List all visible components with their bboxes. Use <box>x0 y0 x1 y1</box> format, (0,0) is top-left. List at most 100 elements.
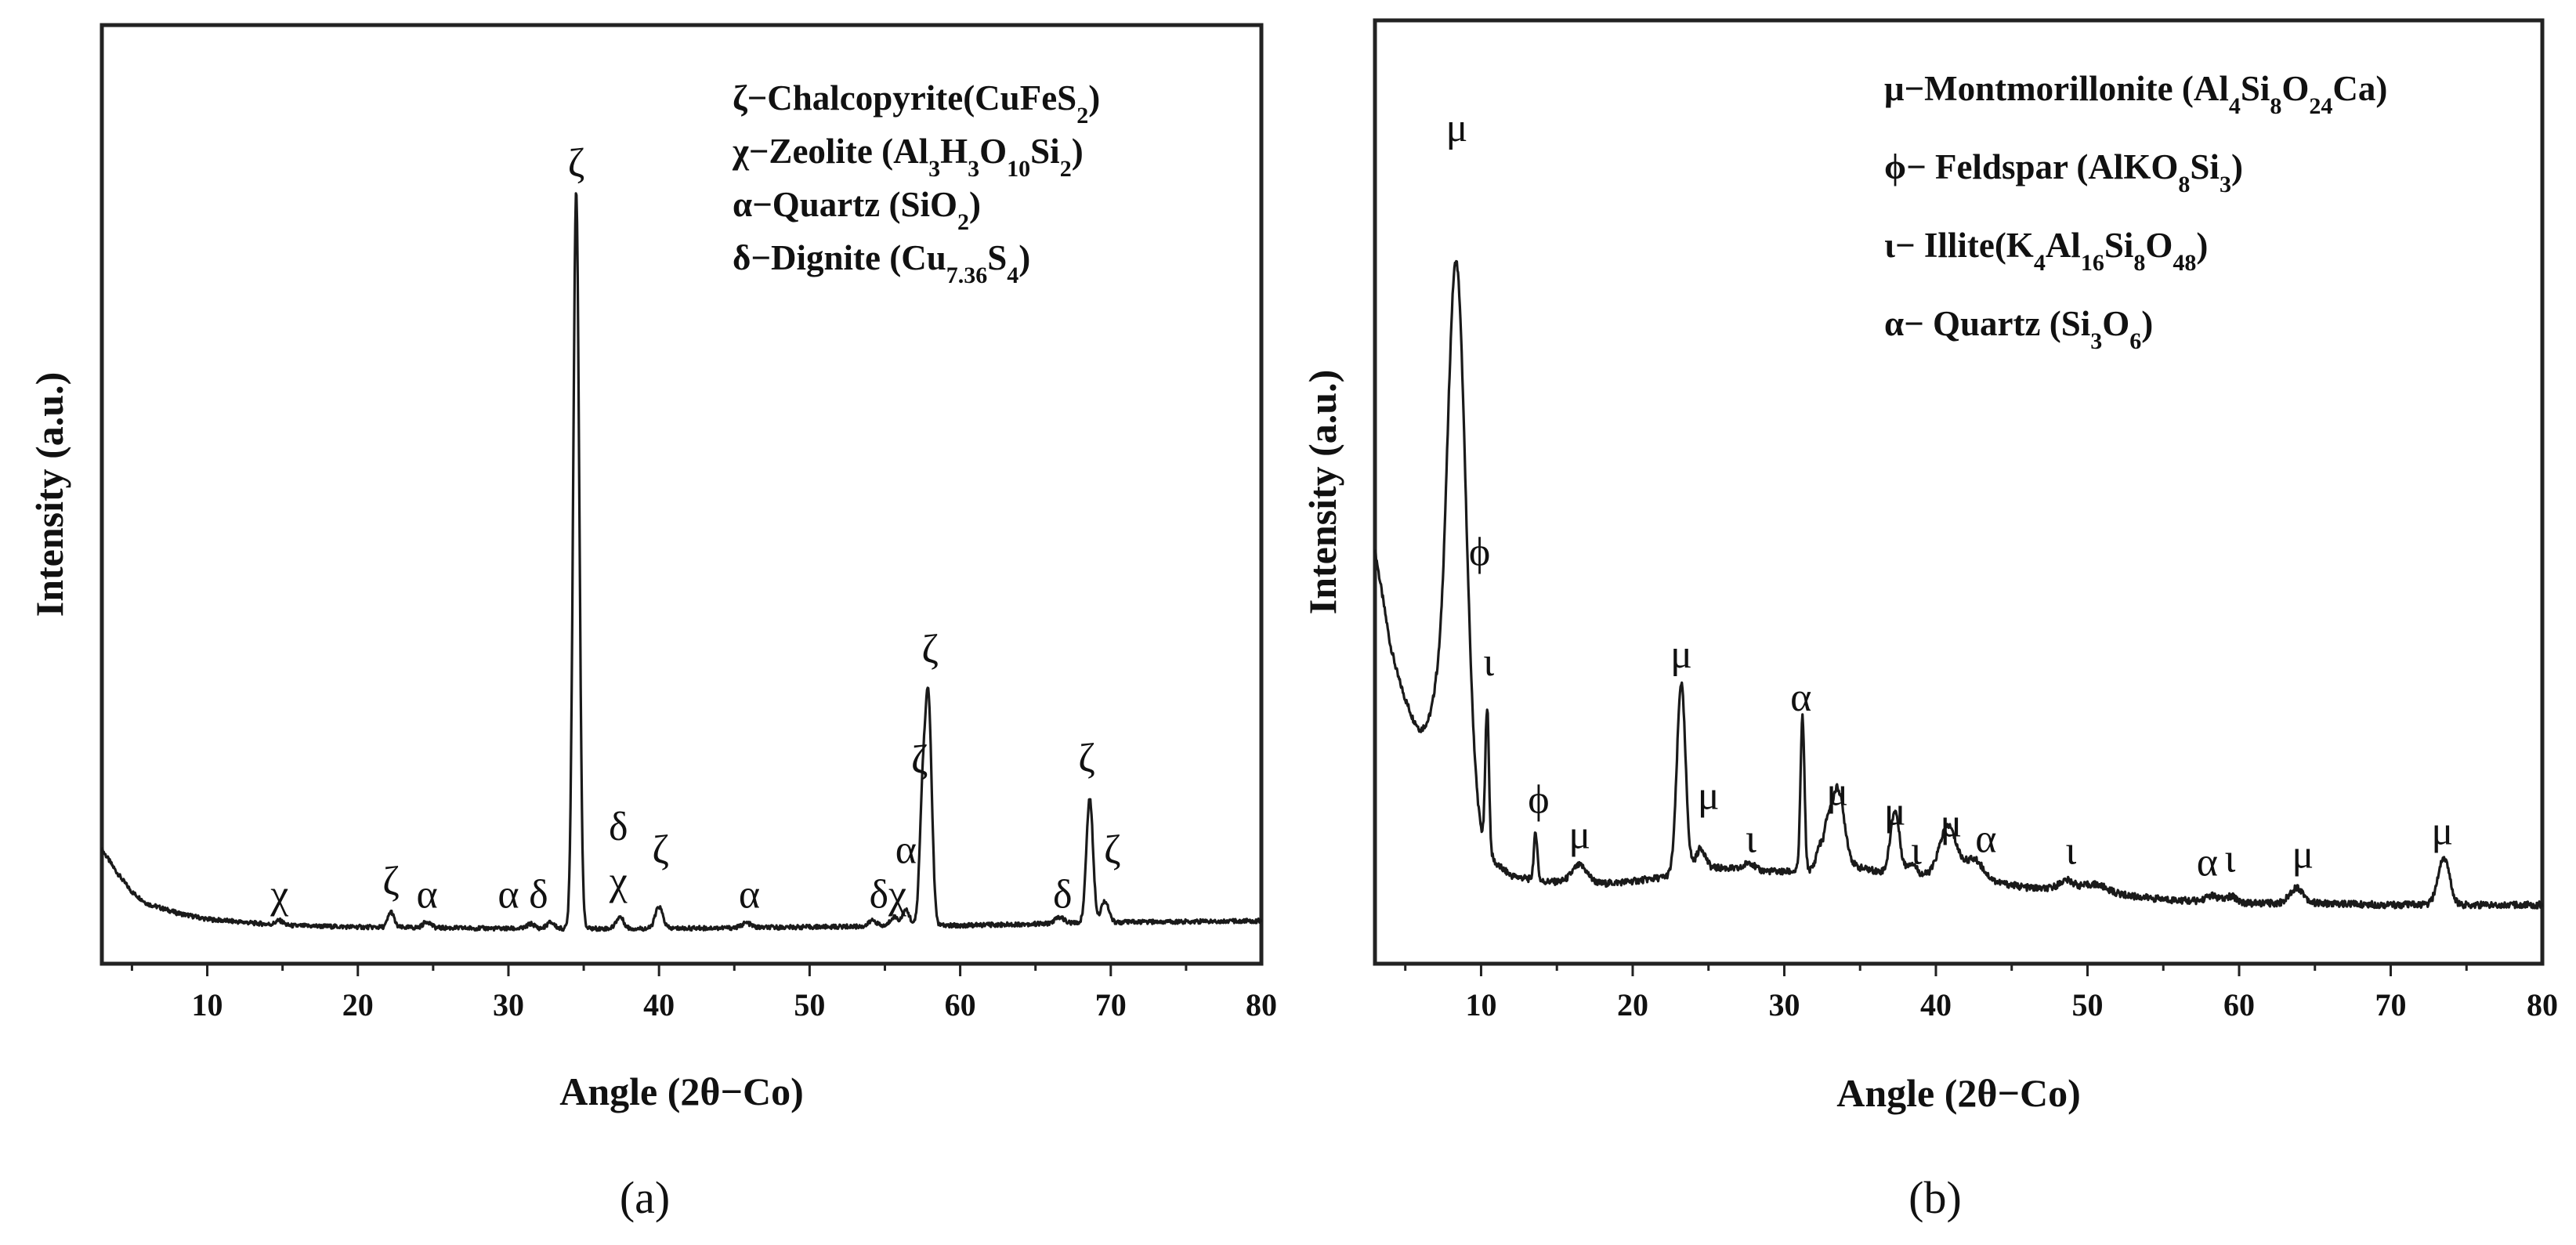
x-axis-label: Angle (2θ−Co) <box>559 1069 804 1113</box>
peak-label: α <box>739 872 760 917</box>
legend-entry: χ−Zeolite (Al3H3O10Si2) <box>732 132 1084 182</box>
peak-label: ι <box>1483 640 1494 685</box>
legend-text-run: Al <box>2046 226 2081 265</box>
legend-text-run: O <box>2281 69 2309 108</box>
legend-text-run: ) <box>1088 78 1100 118</box>
legend-subscript: 8 <box>2133 250 2145 276</box>
legend-text-run: ι− Illite(K <box>1884 226 2034 265</box>
legend-subscript: 3 <box>928 156 940 182</box>
x-tick-label: 10 <box>1465 987 1496 1022</box>
legend-entry: μ−Montmorillonite (Al4Si8O24Ca) <box>1884 69 2387 119</box>
x-tick-label: 80 <box>1246 987 1277 1022</box>
peak-label: ζ <box>1078 737 1095 781</box>
plot-frame <box>1373 18 2545 966</box>
peak-label: ϕ <box>1528 778 1549 823</box>
peak-label: μ <box>2292 833 2314 878</box>
legend-text-run: ) <box>2196 226 2208 265</box>
panel-label: (a) <box>620 1172 670 1223</box>
legend-entry: ζ−Chalcopyrite(CuFeS2) <box>733 78 1100 128</box>
peak-label: α <box>895 828 917 873</box>
peak-label: μ <box>1884 790 1906 834</box>
legend-entry: δ−Dignite (Cu7.36S4) <box>733 238 1030 288</box>
legend-subscript: 24 <box>2309 93 2332 119</box>
x-tick-label: 40 <box>1920 987 1952 1022</box>
peak-label: α <box>1790 675 1811 720</box>
legend-subscript: 2 <box>957 209 969 235</box>
peak-label: ζ <box>382 859 400 903</box>
legend-text-run: α−Quartz (SiO <box>733 185 957 224</box>
peak-label: ζ <box>921 628 939 672</box>
x-tick-label: 60 <box>2223 987 2255 1022</box>
legend-text-run: Ca) <box>2332 69 2387 108</box>
x-tick-label: 20 <box>1617 987 1648 1022</box>
legend-text-run: O <box>2145 226 2173 265</box>
peak-label: ι <box>2224 837 2235 881</box>
legend-entry: α− Quartz (Si3O6) <box>1884 304 2153 354</box>
y-axis-label: Intensity (a.u.) <box>1301 370 1344 615</box>
legend-entry: α−Quartz (SiO2) <box>733 185 981 235</box>
legend-subscript: 10 <box>1007 156 1030 182</box>
x-tick-label: 20 <box>342 987 374 1022</box>
peak-label: α <box>417 872 438 917</box>
legend-text-run: δ−Dignite (Cu <box>733 238 946 277</box>
x-tick-label: 60 <box>945 987 976 1022</box>
legend-text-run: ) <box>2141 304 2153 343</box>
x-tick-label: 50 <box>794 987 825 1022</box>
legend-subscript: 3 <box>968 156 979 182</box>
peak-label: ζ <box>652 828 669 873</box>
x-axis-label: Angle (2θ−Co) <box>1836 1071 2081 1115</box>
peak-label: μ <box>1670 632 1692 677</box>
plot-frame <box>99 23 1264 966</box>
x-tick-label: 70 <box>2375 987 2406 1022</box>
legend-subscript: 3 <box>2090 328 2102 354</box>
legend-subscript: 2 <box>1076 103 1088 128</box>
peak-label: α <box>497 872 519 917</box>
legend-text-run: ϕ− Feldspar (AlKO <box>1884 147 2178 186</box>
peak-label: ζ <box>911 738 928 783</box>
legend-text-run: Si <box>2241 69 2270 108</box>
diffraction-pattern <box>100 192 1263 932</box>
peak-label: ι <box>1746 817 1757 862</box>
x-tick-label: 50 <box>2071 987 2103 1022</box>
legend-text-run: ) <box>1018 238 1030 277</box>
panel-label: (b) <box>1908 1172 1962 1223</box>
legend-subscript: 2 <box>1060 156 1072 182</box>
y-axis-label: Intensity (a.u.) <box>27 372 71 617</box>
legend-text-run: Si <box>1030 132 1060 171</box>
legend-text-run: O <box>2102 304 2129 343</box>
peak-label: μ <box>1940 802 1962 846</box>
legend-subscript: 8 <box>2270 93 2281 119</box>
legend-subscript: 48 <box>2173 250 2196 276</box>
legend-subscript: 4 <box>2034 250 2046 276</box>
peak-label: ζ <box>568 141 585 186</box>
peak-label: δχ <box>870 872 907 917</box>
peak-label: χ <box>609 859 628 903</box>
x-axis-ticks: 10 20 30 40 50 60 70 80 <box>130 964 1277 1022</box>
legend-entry: ϕ− Feldspar (AlKO8Si3) <box>1884 147 2243 197</box>
legend-entry: ι− Illite(K4Al16Si8O48) <box>1884 226 2208 276</box>
legend-text-run: Si <box>2104 226 2134 265</box>
x-tick-label: 80 <box>2527 987 2558 1022</box>
legend-subscript: 4 <box>1007 262 1018 288</box>
x-tick-label: 30 <box>493 987 524 1022</box>
peak-label: μ <box>1446 106 1468 150</box>
legend-text-run: μ−Montmorillonite (Al <box>1884 69 2229 108</box>
legend-text-run: H <box>940 132 968 171</box>
peak-label: χ <box>270 872 288 917</box>
peak-label: δ <box>1053 872 1073 917</box>
legend-text-run: O <box>979 132 1007 171</box>
diffraction-pattern <box>1373 259 2544 910</box>
peak-label: α <box>1975 817 1996 862</box>
x-axis-ticks: 10 20 30 40 50 60 70 80 <box>1404 964 2558 1022</box>
legend-subscript: 16 <box>2081 250 2104 276</box>
legend: ζ−Chalcopyrite(CuFeS2)χ−Zeolite (Al3H3O1… <box>732 78 1100 288</box>
peak-label: δ <box>529 872 548 917</box>
peak-label: μ <box>1698 773 1720 818</box>
peak-label: ι <box>2065 829 2076 874</box>
peak-label: μ <box>2431 809 2453 854</box>
legend-text-run: S <box>987 238 1007 277</box>
